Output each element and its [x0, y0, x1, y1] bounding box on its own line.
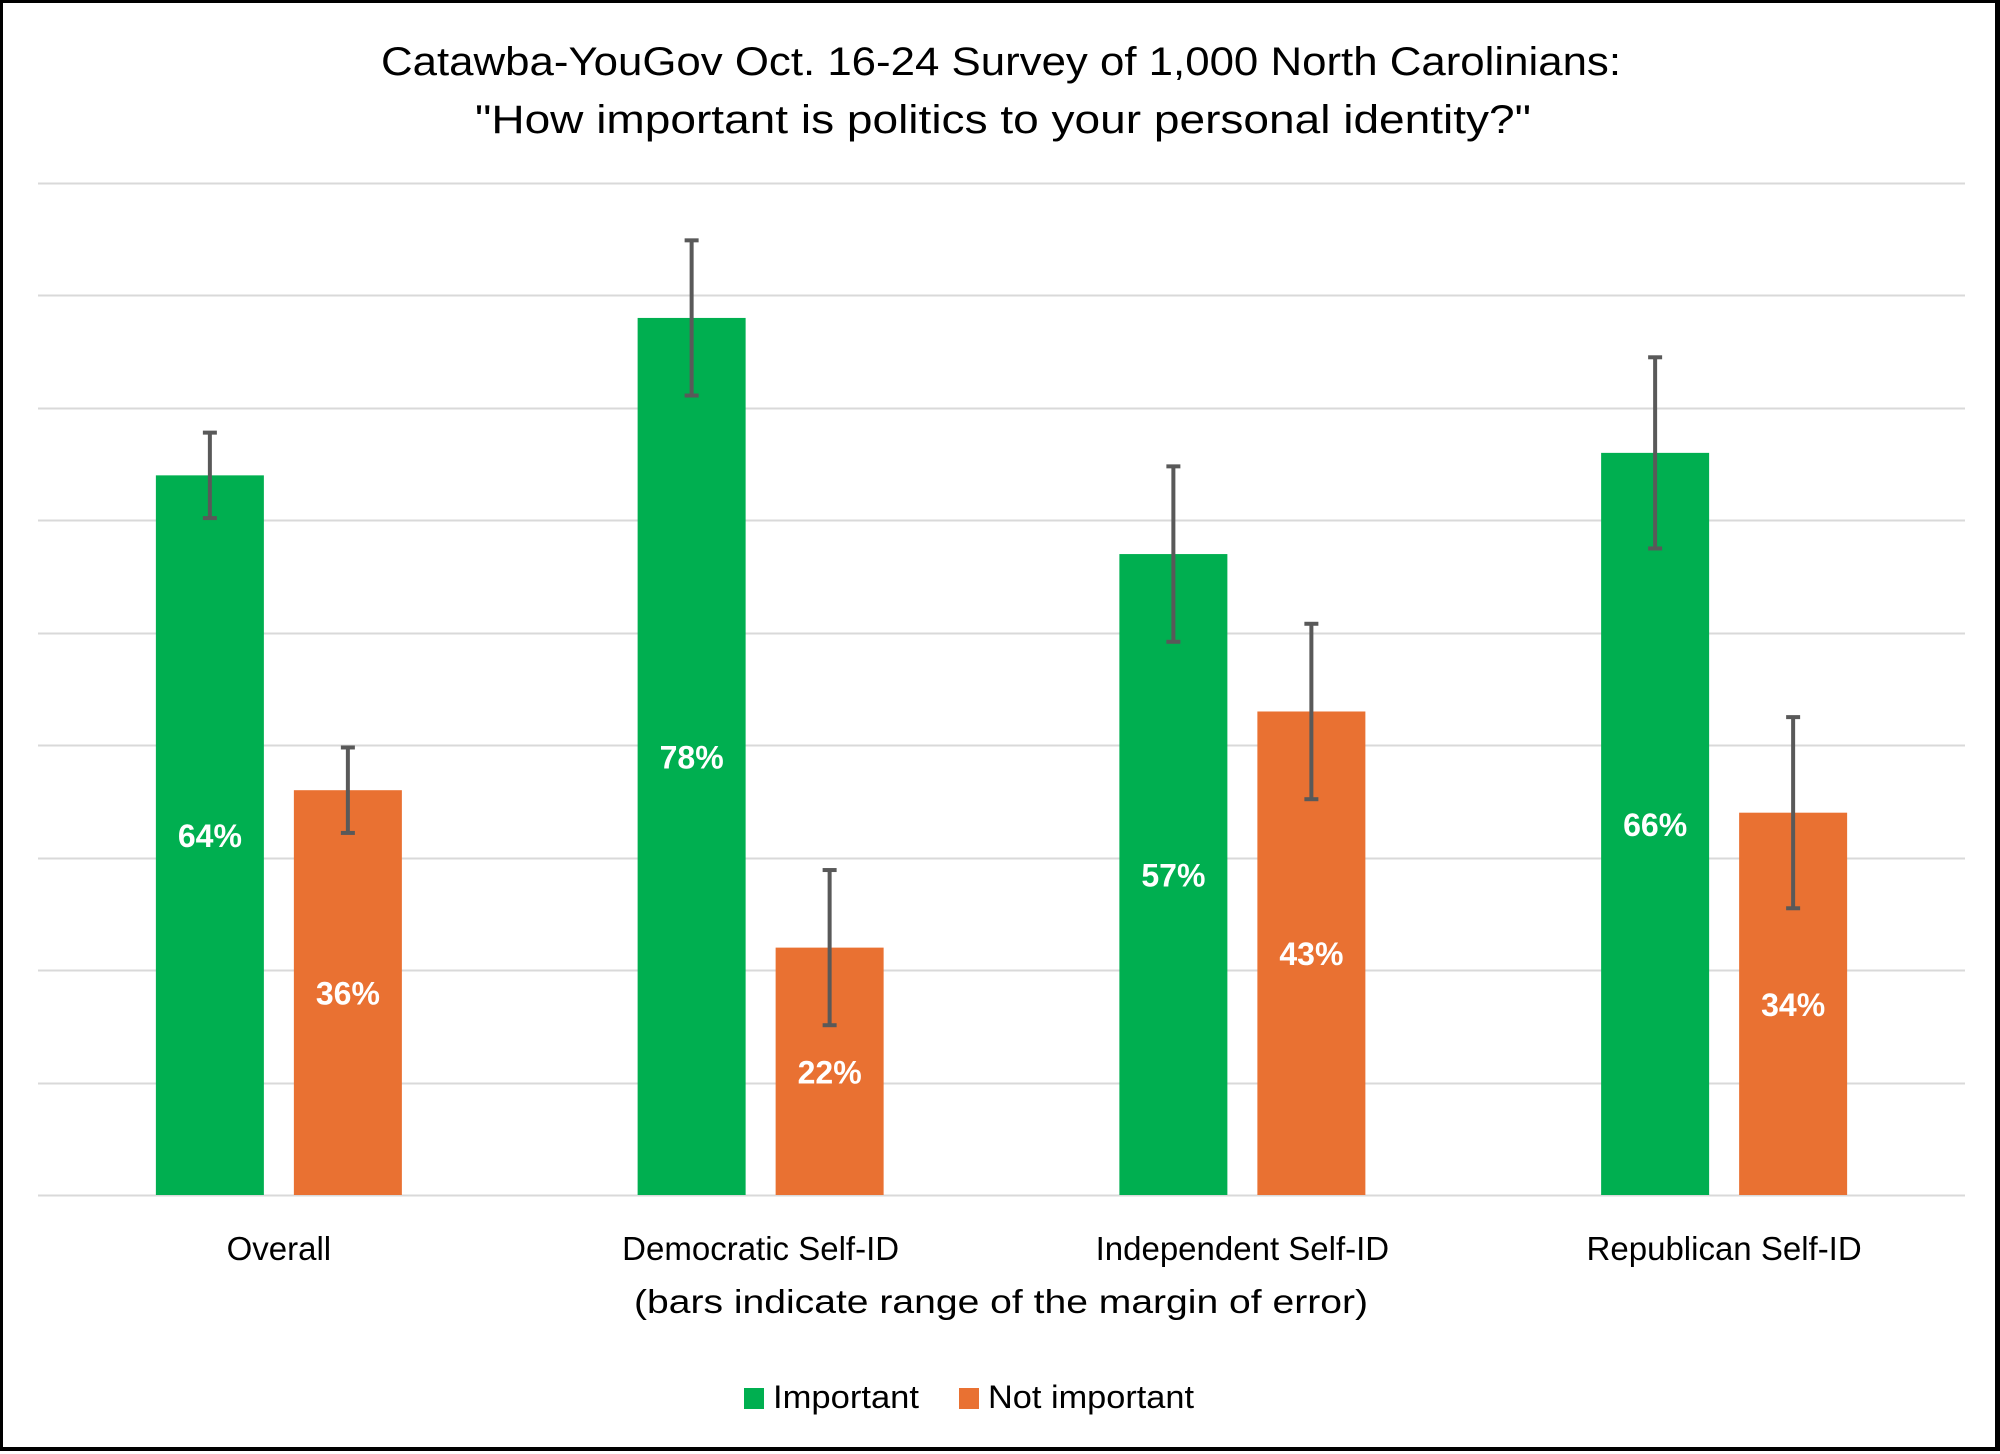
- category-label: Overall: [227, 1230, 332, 1267]
- error-bars: [202, 238, 1801, 1028]
- category-label: Democratic Self-ID: [622, 1230, 899, 1267]
- bars: [155, 317, 1848, 1195]
- data-label: 66%: [1623, 807, 1687, 843]
- error-bar: [1166, 464, 1181, 644]
- error-bar: [202, 430, 217, 521]
- legend-item-important[interactable]: Important: [744, 1379, 919, 1415]
- bar-important[interactable]: [637, 317, 746, 1195]
- legend-label-not-important: Not important: [988, 1379, 1194, 1415]
- legend-item-not-important[interactable]: Not important: [959, 1379, 1194, 1415]
- error-bar: [1648, 355, 1663, 551]
- error-bar: [1786, 715, 1801, 911]
- x-axis-caption: (bars indicate range of the margin of er…: [634, 1283, 1368, 1320]
- category-labels: Overall Democratic Self-ID Independent Sel…: [227, 1230, 1862, 1267]
- bar-important[interactable]: [155, 475, 264, 1195]
- error-bar: [684, 238, 699, 398]
- chart: Catawba-YouGov Oct. 16-24 Survey of 1,00…: [38, 40, 1965, 1415]
- data-label: 34%: [1761, 987, 1825, 1023]
- legend-swatch-not-important: [959, 1388, 979, 1409]
- chart-title: Catawba-YouGov Oct. 16-24 Survey of 1,00…: [381, 40, 1621, 84]
- category-label: Republican Self-ID: [1587, 1230, 1862, 1267]
- legend-label-important: Important: [773, 1379, 919, 1415]
- error-bar: [1304, 621, 1319, 802]
- chart-subtitle: "How important is politics to your perso…: [475, 98, 1531, 142]
- category-label: Independent Self-ID: [1096, 1230, 1390, 1267]
- error-bar: [340, 745, 355, 835]
- data-label: 57%: [1141, 858, 1205, 894]
- data-label: 43%: [1279, 936, 1343, 972]
- data-labels: 64% 36% 78% 22% 57% 43% 66% 34%: [178, 739, 1825, 1090]
- legend-swatch-important: [744, 1388, 764, 1409]
- data-label: 22%: [798, 1054, 862, 1090]
- error-bar: [822, 868, 837, 1028]
- bar-not-important[interactable]: [293, 790, 402, 1195]
- bar-important[interactable]: [1119, 554, 1228, 1195]
- data-label: 78%: [660, 739, 724, 775]
- data-label: 64%: [178, 818, 242, 854]
- bar-important[interactable]: [1601, 452, 1710, 1195]
- legend: Important Not important: [744, 1379, 1194, 1415]
- data-label: 36%: [316, 976, 380, 1012]
